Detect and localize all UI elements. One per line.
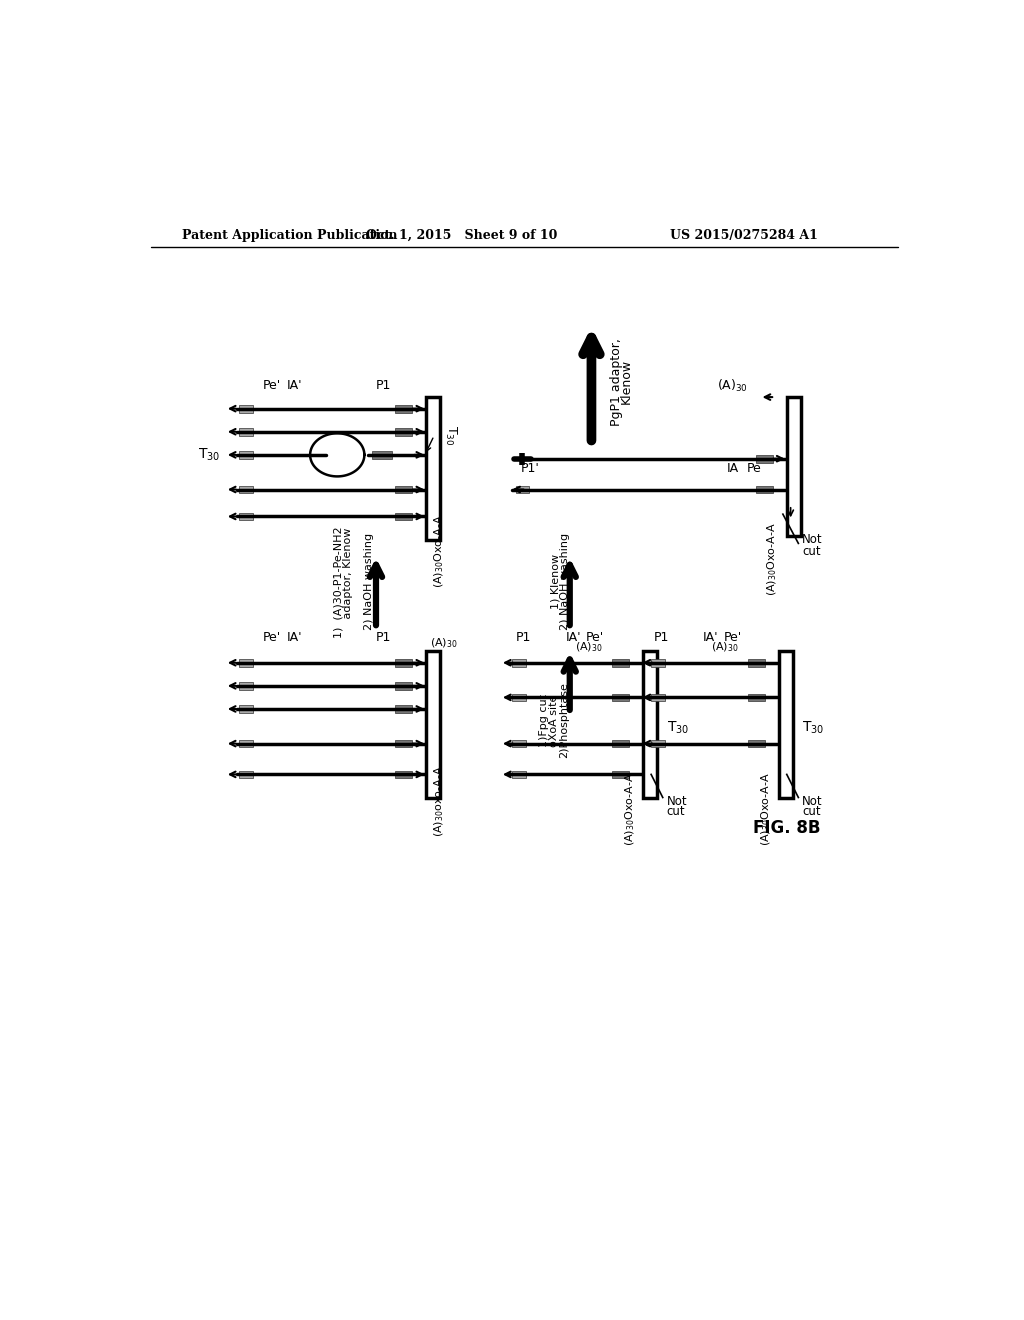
Bar <box>515 486 529 494</box>
Text: P1: P1 <box>376 631 391 644</box>
Bar <box>779 651 793 797</box>
Bar <box>786 397 801 536</box>
Text: T$_{30}$: T$_{30}$ <box>443 425 459 446</box>
Bar <box>395 739 413 747</box>
Text: Klenow: Klenow <box>621 359 633 404</box>
Text: T$_{30}$: T$_{30}$ <box>802 719 824 737</box>
Bar <box>426 651 440 797</box>
Bar <box>239 771 253 779</box>
Bar <box>239 405 253 412</box>
Bar <box>239 512 253 520</box>
Text: (A)$_{30}$Oxo-A-A: (A)$_{30}$Oxo-A-A <box>432 515 446 587</box>
Bar <box>612 739 630 747</box>
Text: (A)$_{30}$Oxo-A-A: (A)$_{30}$Oxo-A-A <box>759 772 773 846</box>
Bar <box>239 428 253 436</box>
Text: (A)$_{30}$: (A)$_{30}$ <box>717 379 748 395</box>
Bar <box>395 486 413 494</box>
Bar <box>239 451 253 459</box>
Text: Pe': Pe' <box>262 379 281 392</box>
Bar <box>395 512 413 520</box>
Text: P1: P1 <box>653 631 669 644</box>
Text: Patent Application Publication: Patent Application Publication <box>182 228 397 242</box>
Text: cut: cut <box>667 805 685 818</box>
Text: Not: Not <box>667 795 687 808</box>
Text: Pe: Pe <box>746 462 762 475</box>
Bar <box>756 455 773 462</box>
Text: Pe': Pe' <box>723 631 741 644</box>
Text: Pe': Pe' <box>262 631 281 644</box>
Bar <box>239 739 253 747</box>
Bar <box>512 771 525 779</box>
Bar <box>756 486 773 494</box>
Text: Not: Not <box>802 795 823 808</box>
Bar <box>239 486 253 494</box>
Text: cut: cut <box>802 545 821 557</box>
Bar <box>612 659 630 667</box>
Bar <box>395 682 413 689</box>
Bar <box>643 651 657 797</box>
Text: (A)$_{30}$: (A)$_{30}$ <box>430 636 458 651</box>
Bar <box>239 682 253 689</box>
Text: (A)$_{30}$Oxo-A-A: (A)$_{30}$Oxo-A-A <box>765 521 779 595</box>
Text: 2) NaOH washing: 2) NaOH washing <box>560 533 570 631</box>
Text: 2)Phosphtase: 2)Phosphtase <box>559 682 569 759</box>
Text: PgP1 adaptor,: PgP1 adaptor, <box>610 338 623 425</box>
Bar <box>512 659 525 667</box>
Bar <box>512 739 525 747</box>
Bar <box>748 693 765 701</box>
Bar <box>372 451 391 459</box>
Text: oXoA site: oXoA site <box>549 694 559 747</box>
Text: T$_{30}$: T$_{30}$ <box>199 446 220 463</box>
Text: (A)$_{30}$oxo-A-A: (A)$_{30}$oxo-A-A <box>432 766 446 837</box>
Bar <box>651 693 665 701</box>
Text: (A)$_{30}$: (A)$_{30}$ <box>711 640 738 655</box>
Bar <box>395 659 413 667</box>
Bar <box>612 771 630 779</box>
Text: IA': IA' <box>566 631 582 644</box>
Text: P1': P1' <box>521 462 540 475</box>
Bar <box>239 705 253 713</box>
Text: IA': IA' <box>703 631 719 644</box>
Text: 1)  (A)30-P1-Pe-NH2: 1) (A)30-P1-Pe-NH2 <box>334 527 343 638</box>
Text: US 2015/0275284 A1: US 2015/0275284 A1 <box>671 228 818 242</box>
Bar <box>239 659 253 667</box>
Bar <box>426 397 440 540</box>
Text: IA': IA' <box>287 379 302 392</box>
Text: (A)$_{30}$Oxo-A-A: (A)$_{30}$Oxo-A-A <box>624 772 637 846</box>
Bar <box>395 428 413 436</box>
Text: (A)$_{30}$: (A)$_{30}$ <box>575 640 603 655</box>
Bar <box>612 693 630 701</box>
Bar <box>748 659 765 667</box>
Bar <box>512 693 525 701</box>
Text: T$_{30}$: T$_{30}$ <box>667 719 689 737</box>
Text: P1: P1 <box>515 631 530 644</box>
Text: 2) NaOH washing: 2) NaOH washing <box>365 533 375 631</box>
Text: 1)Fpg cut: 1)Fpg cut <box>539 694 549 747</box>
Text: Pe': Pe' <box>586 631 604 644</box>
Text: Oct. 1, 2015   Sheet 9 of 10: Oct. 1, 2015 Sheet 9 of 10 <box>366 228 557 242</box>
Text: FIG. 8B: FIG. 8B <box>753 820 820 837</box>
Bar <box>651 739 665 747</box>
Bar <box>395 771 413 779</box>
Text: IA': IA' <box>287 631 302 644</box>
Text: Not: Not <box>802 533 823 546</box>
Bar <box>395 405 413 412</box>
Bar <box>395 705 413 713</box>
Bar <box>748 739 765 747</box>
Text: adaptor, Klenow: adaptor, Klenow <box>343 528 353 636</box>
Bar <box>651 659 665 667</box>
Text: cut: cut <box>802 805 821 818</box>
Text: 1) Klenow: 1) Klenow <box>550 554 560 610</box>
Text: P1: P1 <box>376 379 391 392</box>
Text: IA: IA <box>726 462 738 475</box>
